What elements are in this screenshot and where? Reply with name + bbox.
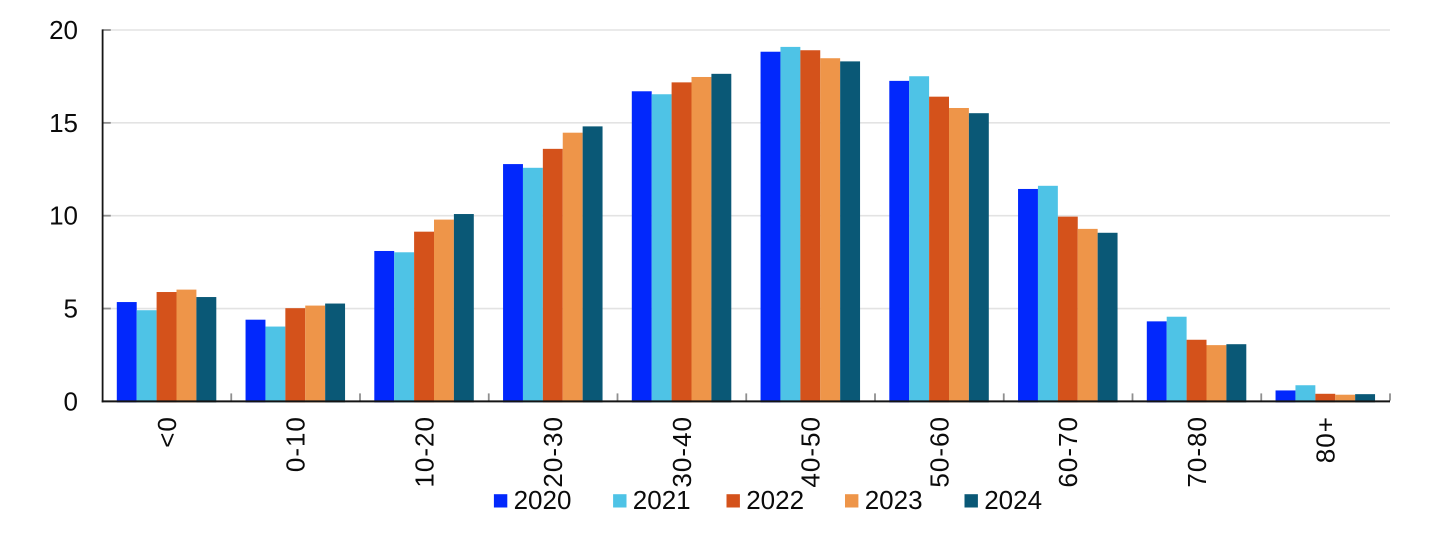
svg-text:20-30: 20-30: [538, 416, 568, 488]
svg-text:2022: 2022: [746, 485, 804, 515]
svg-text:40-50: 40-50: [796, 416, 826, 488]
svg-text:5: 5: [64, 294, 78, 324]
svg-text:2021: 2021: [633, 485, 691, 515]
svg-text:0-10: 0-10: [281, 416, 311, 472]
svg-text:10-20: 10-20: [409, 416, 439, 488]
svg-text:10: 10: [49, 201, 78, 231]
svg-text:<0: <0: [152, 416, 182, 448]
svg-text:2023: 2023: [865, 485, 923, 515]
svg-text:60-70: 60-70: [1053, 416, 1083, 488]
svg-text:80+: 80+: [1311, 416, 1341, 463]
svg-text:0: 0: [64, 386, 78, 416]
svg-text:15: 15: [49, 108, 78, 138]
svg-text:20: 20: [49, 15, 78, 45]
svg-text:70-80: 70-80: [1182, 416, 1212, 488]
svg-text:2024: 2024: [984, 485, 1042, 515]
svg-text:2020: 2020: [514, 485, 572, 515]
svg-text:50-60: 50-60: [924, 416, 954, 488]
svg-text:30-40: 30-40: [667, 416, 697, 488]
